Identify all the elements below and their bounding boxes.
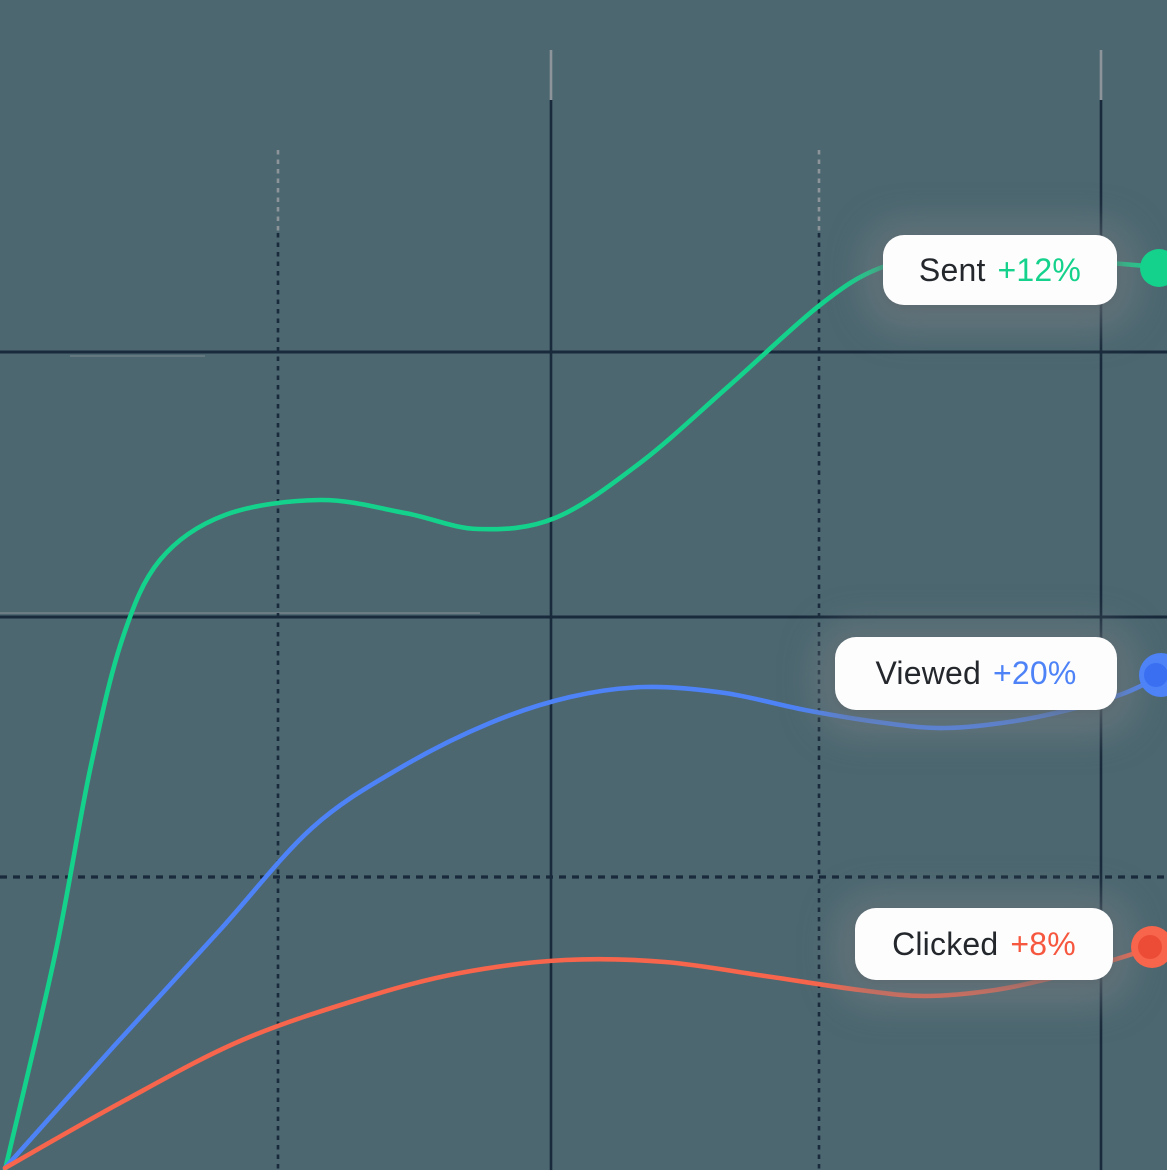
clicked-label: Clicked xyxy=(892,925,999,962)
viewed-endpoint-dot xyxy=(1139,653,1167,697)
viewed-delta: +20% xyxy=(993,655,1077,691)
sent-delta: +12% xyxy=(997,251,1082,288)
series-curves xyxy=(2,250,1164,1170)
clicked-endpoint-dot xyxy=(1131,926,1167,968)
clicked-curve xyxy=(2,945,1155,1170)
sent-endpoint-dot xyxy=(1140,249,1167,287)
sent-curve xyxy=(2,250,1161,1170)
viewed-curve xyxy=(2,673,1164,1170)
viewed-badge[interactable]: Viewed +20% xyxy=(835,637,1117,710)
clicked-delta: +8% xyxy=(1010,925,1076,962)
sent-badge[interactable]: Sent +12% xyxy=(883,235,1117,305)
clicked-endpoint-dot-core xyxy=(1138,935,1162,959)
viewed-label: Viewed xyxy=(875,655,982,691)
sent-label: Sent xyxy=(918,251,986,288)
clicked-badge[interactable]: Clicked +8% xyxy=(855,908,1113,980)
viewed-endpoint-dot-core xyxy=(1144,663,1167,687)
